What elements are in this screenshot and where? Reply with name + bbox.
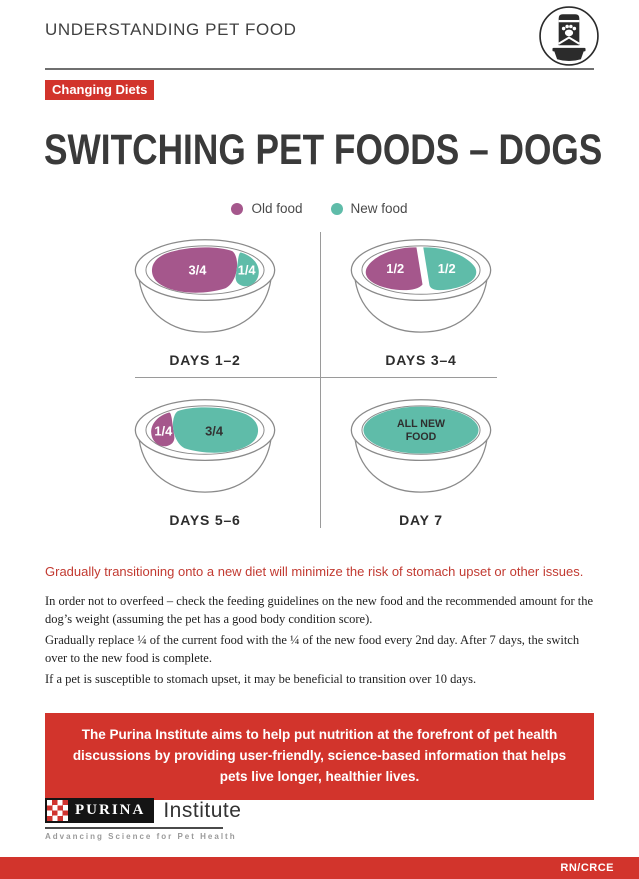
svg-text:1/4: 1/4 — [238, 263, 257, 278]
bowl-days-3-4: 1/2 1/2 — [345, 236, 497, 342]
old-food-dot-icon — [231, 202, 244, 215]
body-paragraph-2: Gradually replace ¼ of the current food … — [45, 633, 580, 665]
body-paragraph-1: In order not to overfeed – check the fee… — [45, 594, 594, 626]
bowl-days-1-2: 3/4 1/4 — [129, 236, 281, 342]
svg-text:3/4: 3/4 — [205, 423, 224, 438]
svg-text:1/2: 1/2 — [386, 261, 404, 276]
svg-text:ALL NEW: ALL NEW — [397, 418, 445, 430]
callout-box: The Purina Institute aims to help put nu… — [45, 713, 594, 800]
purina-checkerboard-icon — [47, 800, 68, 821]
svg-text:1/2: 1/2 — [438, 261, 456, 276]
page-title: SWITCHING PET FOODS – DOGS — [44, 126, 603, 174]
changing-diets-badge: Changing Diets — [45, 80, 155, 100]
legend-old-label: Old food — [251, 201, 303, 216]
purina-institute-logo: PURINA Institute Advancing Science for P… — [45, 798, 241, 841]
legend-new-label: New food — [350, 201, 408, 216]
bowl-label-days-1-2: DAYS 1–2 — [169, 352, 241, 368]
bowl-label-days-5-6: DAYS 5–6 — [169, 512, 241, 528]
logo-tagline: Advancing Science for Pet Health — [45, 832, 237, 841]
bowl-days-5-6: 1/4 3/4 — [129, 396, 281, 502]
svg-text:FOOD: FOOD — [406, 431, 437, 443]
svg-text:1/4: 1/4 — [154, 423, 173, 438]
purina-wordmark: PURINA — [45, 798, 155, 823]
new-food-dot-icon — [330, 202, 343, 215]
quadrant-horizontal-divider — [135, 377, 497, 378]
header-divider — [45, 68, 594, 70]
legend-item-new-food: New food — [330, 201, 408, 216]
quadrant-vertical-divider — [320, 232, 321, 528]
body-paragraph-3: If a pet is susceptible to stomach upset… — [45, 672, 477, 686]
purina-brand-text: PURINA — [75, 802, 146, 818]
logo-divider — [45, 827, 223, 829]
intro-text: Gradually transitioning onto a new diet … — [45, 564, 584, 579]
bowl-day-7: ALL NEW FOOD — [345, 396, 497, 502]
legend-item-old-food: Old food — [231, 201, 303, 216]
svg-text:3/4: 3/4 — [188, 263, 207, 278]
legend: Old food New food — [0, 201, 639, 216]
pet-food-bag-bowl-icon — [538, 5, 600, 67]
bottom-bar: RN/CRCE — [0, 857, 639, 879]
header-title: UNDERSTANDING PET FOOD — [45, 20, 297, 39]
institute-text: Institute — [163, 798, 242, 822]
bowl-label-day-7: DAY 7 — [399, 512, 443, 528]
corner-tag: RN/CRCE — [560, 862, 614, 874]
bowl-label-days-3-4: DAYS 3–4 — [385, 352, 457, 368]
